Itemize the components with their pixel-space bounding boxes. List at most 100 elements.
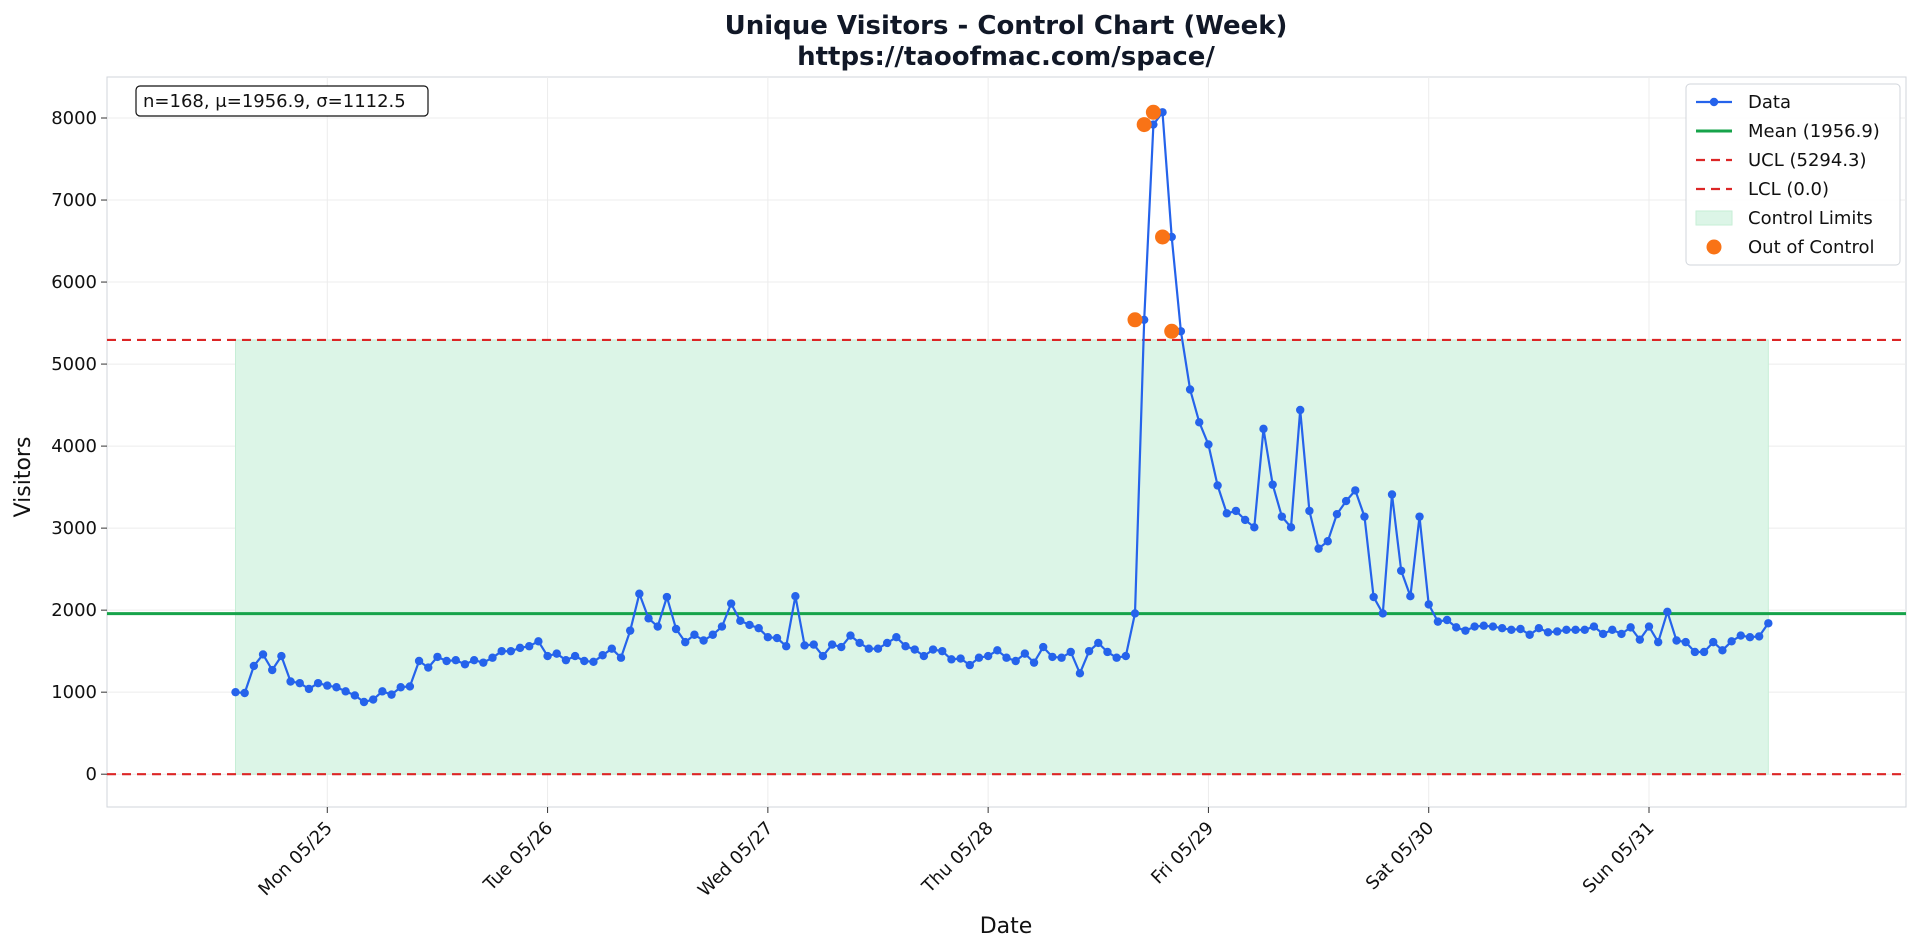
data-point: [451, 655, 460, 665]
x-tick-label: Thu 05/28: [917, 818, 997, 898]
legend-entry: Mean (1956.9): [1696, 121, 1880, 142]
data-point: [1745, 633, 1755, 642]
data-point: [405, 682, 415, 691]
data-point: [378, 687, 387, 696]
data-point: [736, 616, 745, 626]
data-point: [1020, 649, 1030, 658]
data-point: [1507, 625, 1516, 635]
data-point: [791, 592, 800, 601]
data-point: [433, 652, 442, 662]
data-point: [460, 660, 470, 669]
legend-label: Mean (1956.9): [1748, 121, 1880, 142]
data-point: [1635, 635, 1645, 644]
data-point: [286, 677, 295, 686]
data-point: [1406, 592, 1415, 601]
data-point: [800, 641, 809, 650]
data-point: [313, 678, 323, 688]
data-point: [240, 688, 249, 698]
data-point: [1709, 637, 1718, 647]
y-tick-label: 4000: [51, 436, 97, 457]
y-axis-label: Visitors: [11, 437, 36, 518]
data-point: [1094, 638, 1103, 648]
out-of-control-points: [1127, 104, 1180, 339]
data-point: [534, 637, 543, 646]
data-point: [1653, 637, 1663, 647]
data-point: [1057, 653, 1066, 662]
data-point: [616, 653, 626, 662]
chart-subtitle: https://taoofmac.com/space/: [797, 42, 1215, 72]
data-point: [350, 691, 360, 700]
data-point: [1277, 512, 1287, 521]
data-point: [882, 638, 892, 648]
data-point: [1672, 636, 1681, 645]
data-point: [763, 633, 773, 642]
data-point: [827, 640, 837, 649]
data-point: [341, 687, 350, 696]
y-axis-ticks: 0 1000 2000 3000 4000 5000 6000 7000 8000: [51, 108, 107, 785]
data-point: [1314, 544, 1323, 553]
data-point: [589, 657, 598, 667]
stats-text: n=168, μ=1956.9, σ=1112.5: [143, 91, 406, 112]
data-point: [1332, 509, 1342, 519]
data-point: [387, 690, 396, 699]
data-point: [506, 646, 516, 656]
data-point: [1516, 624, 1525, 634]
data-point: [1608, 625, 1617, 635]
data-point: [1396, 566, 1406, 575]
y-tick-label: 1000: [51, 682, 97, 703]
data-point: [479, 658, 488, 667]
data-point: [1525, 630, 1534, 639]
data-point: [295, 678, 304, 688]
data-point: [708, 630, 717, 639]
data-point: [552, 649, 561, 658]
data-point: [1130, 609, 1140, 618]
data-point: [1240, 515, 1250, 525]
data-point: [1534, 623, 1544, 633]
x-tick-label: Tue 05/26: [479, 818, 557, 896]
data-point: [873, 644, 883, 653]
data-point: [1543, 628, 1553, 637]
data-point: [1002, 653, 1011, 662]
data-point: [809, 640, 818, 649]
data-point: [1598, 629, 1608, 639]
data-point: [635, 589, 644, 598]
data-point: [855, 638, 864, 648]
data-point: [1268, 480, 1277, 489]
out-of-control-point: [1136, 117, 1152, 133]
data-point: [1562, 625, 1571, 635]
data-point: [1387, 490, 1397, 499]
data-point: [368, 695, 378, 704]
legend-label: Data: [1748, 92, 1791, 113]
x-tick-label: Sat 05/30: [1362, 818, 1438, 894]
legend-label: Control Limits: [1748, 208, 1873, 229]
data-point: [956, 654, 965, 663]
stats-box: n=168, μ=1956.9, σ=1112.5: [135, 85, 429, 117]
legend: Data Mean (1956.9) UCL (5294.3) LCL (0.0) Co…: [1685, 83, 1901, 266]
data-point: [726, 599, 736, 608]
data-point: [1470, 622, 1479, 631]
data-point: [488, 653, 497, 662]
data-point: [396, 683, 405, 692]
data-point: [671, 624, 681, 634]
data-point: [1296, 405, 1305, 415]
data-point: [818, 651, 828, 661]
data-point: [1626, 623, 1635, 632]
y-tick-label: 8000: [51, 108, 97, 129]
data-point: [1690, 647, 1700, 657]
data-point: [1617, 629, 1626, 639]
data-point: [525, 642, 534, 651]
data-point: [1415, 512, 1424, 521]
data-point: [1213, 481, 1222, 490]
data-point: [1571, 625, 1580, 635]
data-point: [1764, 619, 1773, 628]
data-point: [1681, 637, 1690, 647]
data-point: [745, 620, 754, 630]
data-point: [653, 622, 662, 631]
data-point: [928, 645, 938, 654]
y-tick-label: 3000: [51, 518, 97, 539]
control-limits-band: [235, 339, 1769, 775]
data-point: [1479, 621, 1488, 630]
data-point: [1323, 537, 1332, 546]
data-point: [1112, 653, 1121, 662]
